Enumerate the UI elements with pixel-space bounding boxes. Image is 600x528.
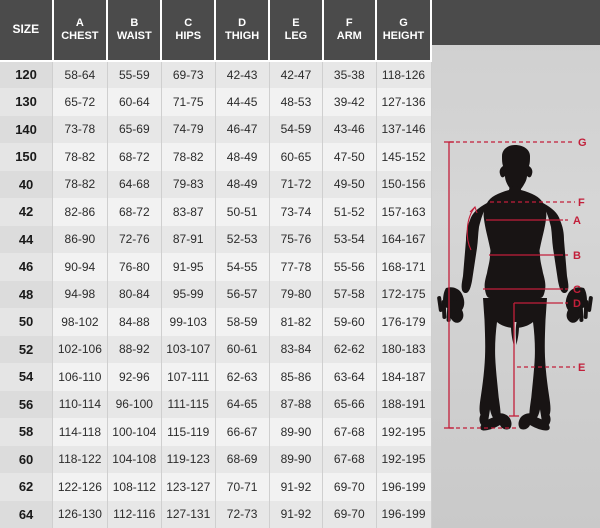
svg-text:C: C [573,284,581,296]
svg-text:A: A [573,215,581,227]
svg-text:D: D [573,298,581,310]
svg-text:E: E [578,362,585,374]
svg-text:B: B [573,250,581,262]
svg-text:F: F [578,197,585,209]
svg-text:G: G [578,137,587,149]
